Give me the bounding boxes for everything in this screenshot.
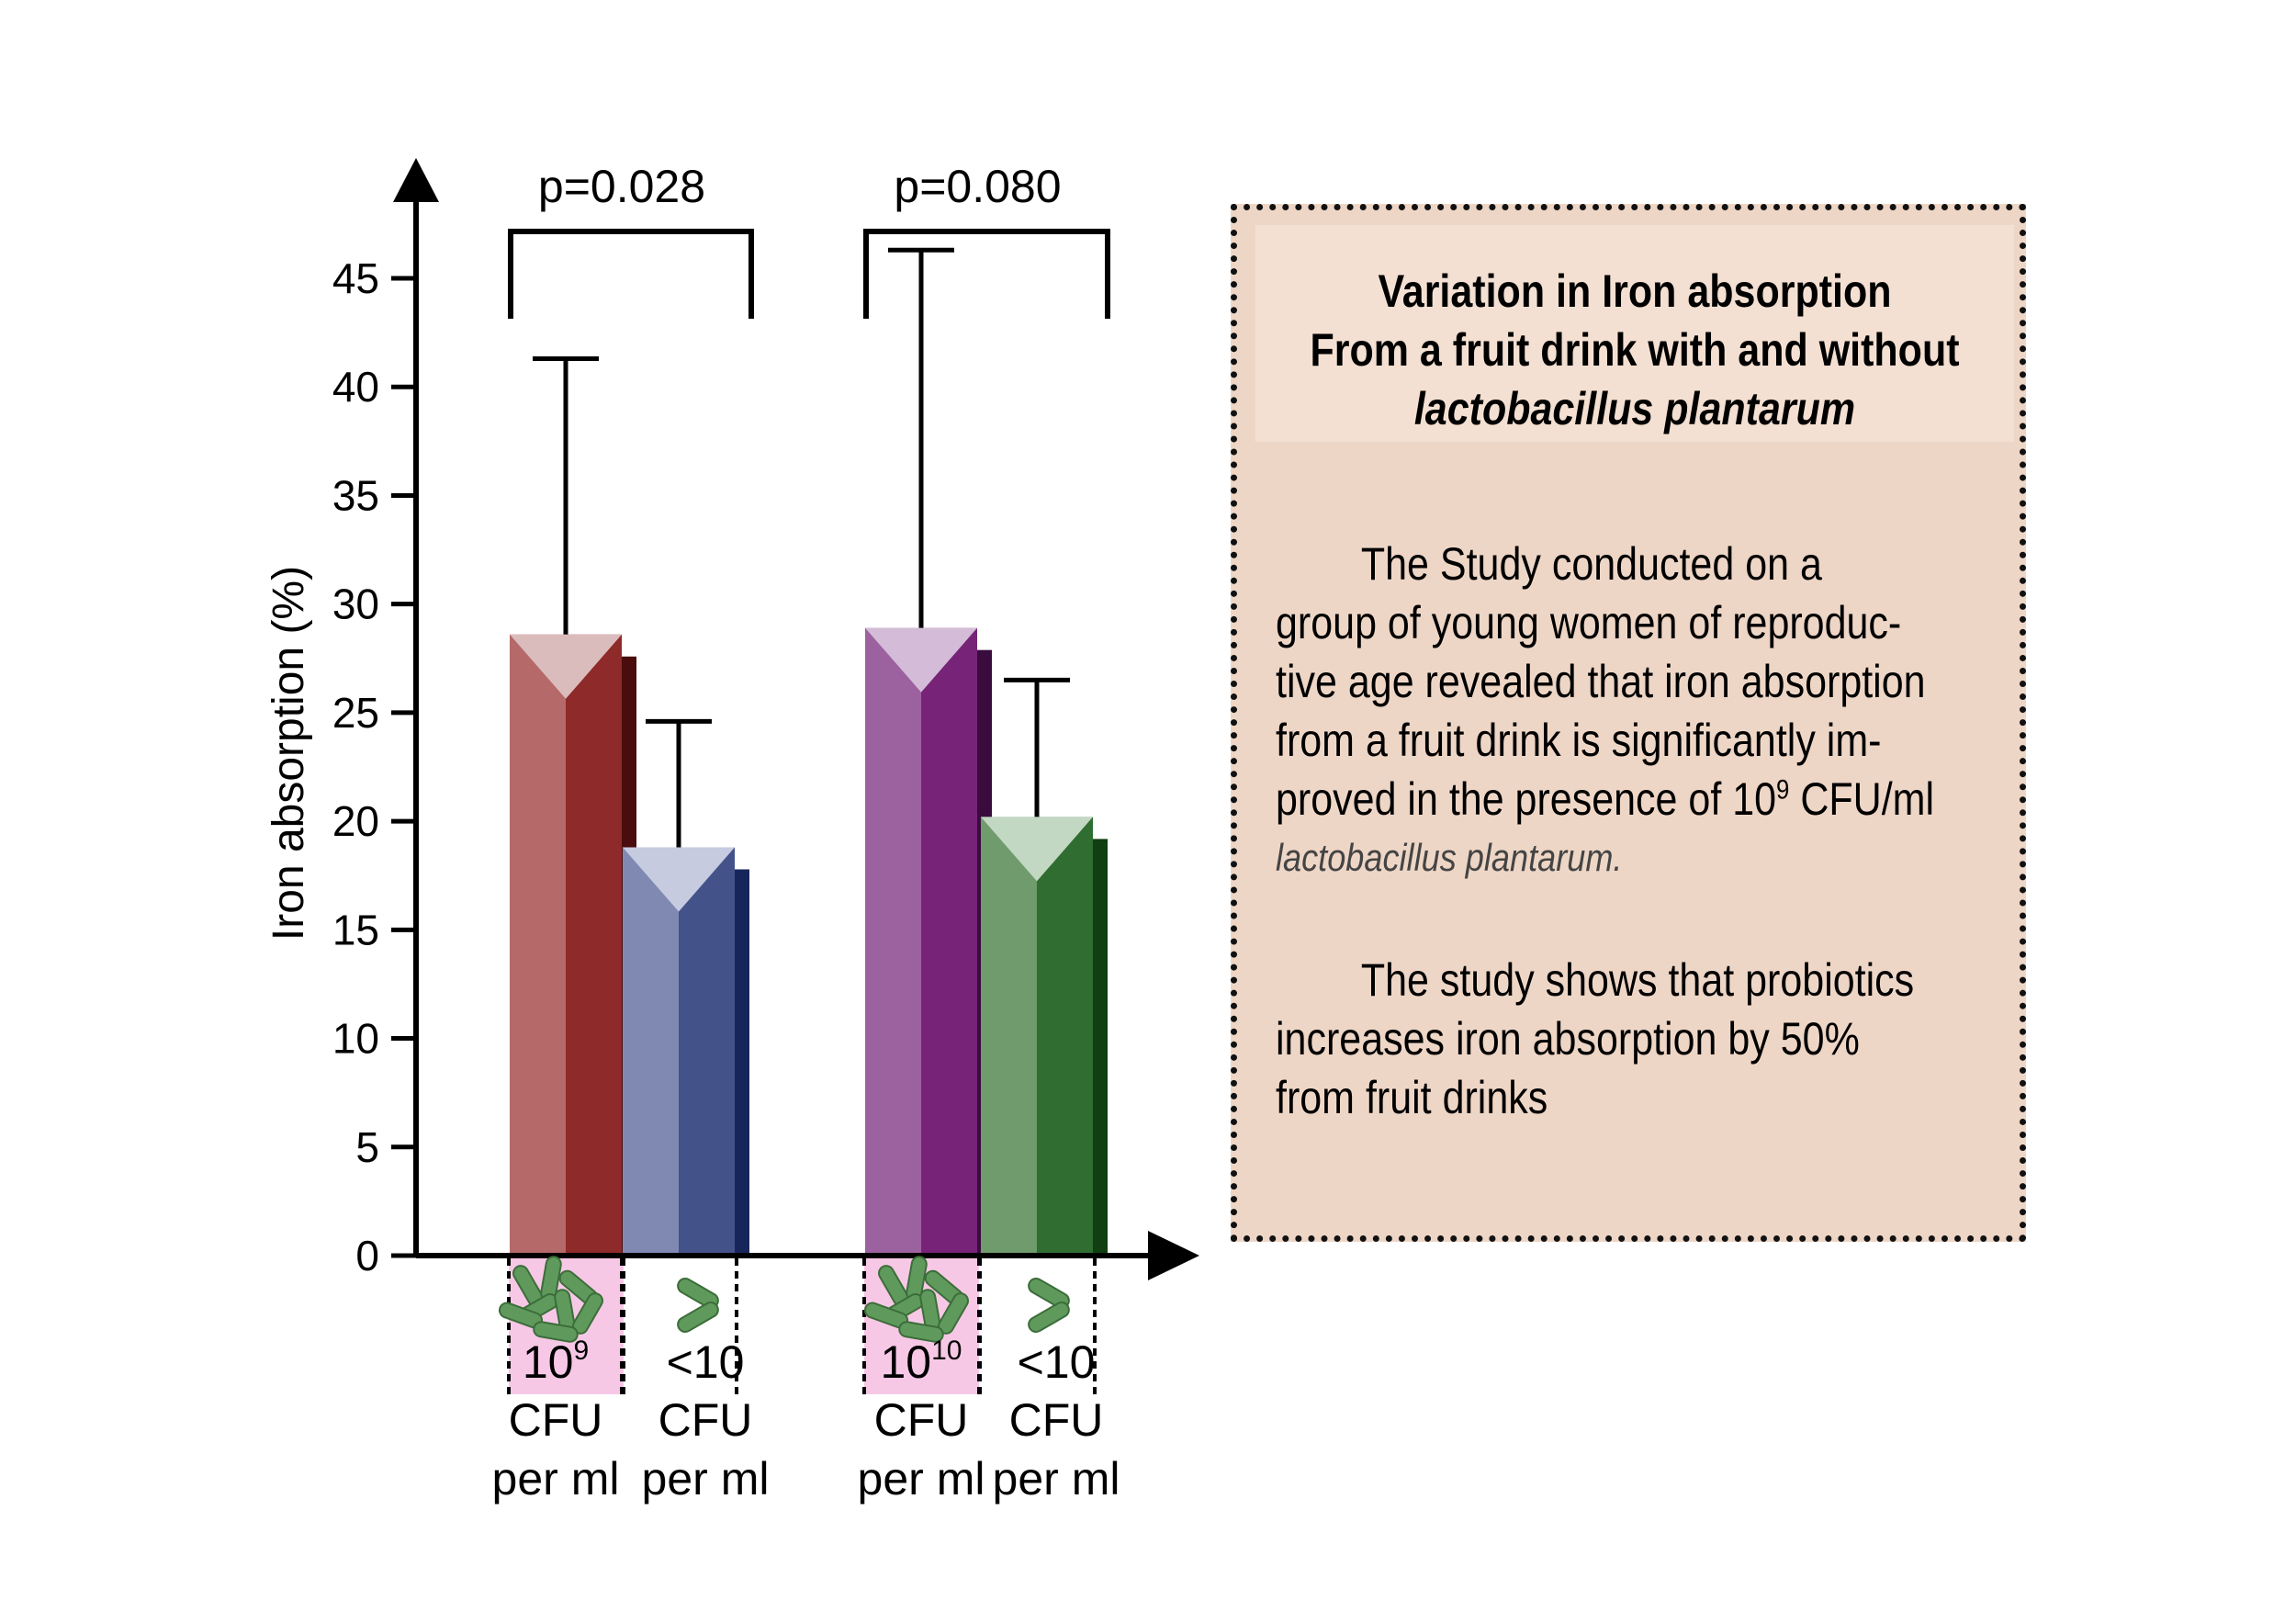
bacterium-rod [1028, 1302, 1070, 1333]
category-per-label: per ml [993, 1453, 1120, 1505]
bar-face-dark [921, 627, 977, 1256]
y-axis-arrow-icon [393, 158, 439, 202]
category-per-label: per ml [492, 1453, 620, 1505]
y-tick-label: 25 [332, 689, 379, 737]
p1-line-5-text: proved in the presence of 10 [1276, 773, 1777, 825]
y-tick-label: 20 [332, 797, 379, 845]
bar-cap [623, 847, 735, 912]
bacterium-rod [533, 1321, 579, 1343]
bar [865, 247, 992, 1256]
p-value-label: p=0.028 [538, 161, 705, 212]
bar-face-light [865, 627, 921, 1256]
many-bacteria-icon [863, 1256, 969, 1343]
info-title-line-1: Variation in Iron absorption [1378, 265, 1892, 317]
info-header: Variation in Iron absorption From a frui… [1255, 225, 2014, 442]
y-tick-label: 5 [355, 1123, 379, 1171]
category-unit-label: CFU [509, 1394, 603, 1446]
y-tick-label: 30 [332, 580, 379, 628]
p1-line-5: proved in the presence of 109 CFU/ml [1276, 770, 1934, 828]
p1-line-2: group of young women of reproduc- [1276, 597, 1902, 648]
bar-chart: 0 5 10 15 20 25 30 35 40 45 Iron absorption (%) p… [264, 158, 1199, 1505]
x-category: 1010 CFU per ml [858, 1256, 985, 1505]
p1-line-1: The Study conducted on a [1360, 538, 1822, 590]
bacterium-rod [677, 1302, 719, 1333]
info-title-line-2: From a fruit drink with and without [1310, 324, 1960, 376]
p2-line-2: increases iron absorption by 50% [1276, 1013, 1860, 1065]
few-bacteria-icon [1028, 1278, 1070, 1333]
bar-shadow [735, 869, 749, 1256]
bar-face-light [981, 817, 1037, 1256]
category-count-exponent: 10 [931, 1336, 962, 1366]
x-axis-arrow-icon [1148, 1231, 1199, 1280]
bar-face-dark [566, 634, 622, 1256]
bacterium-rod [677, 1278, 719, 1309]
info-paragraph-1: The Study conducted on a group of young … [1276, 535, 2042, 887]
bar [623, 718, 749, 1256]
category-count-base: 10 [881, 1336, 932, 1388]
category-count-base: <10 [667, 1336, 745, 1388]
y-tick-label: 15 [332, 906, 379, 953]
p2-line-1: The study shows that probiotics [1360, 954, 1915, 1006]
category-per-label: per ml [858, 1453, 985, 1505]
y-tick-label: 45 [332, 254, 379, 302]
bar-cap [981, 817, 1093, 882]
p1-line-5-unit: CFU/ml [1789, 773, 1935, 825]
p1-line-6-species: lactobacillus plantarum. [1276, 836, 1623, 879]
x-category: <10 CFU per ml [620, 1258, 770, 1505]
y-tick-label: 40 [332, 363, 379, 411]
category-count-label: <10 [1018, 1336, 1096, 1388]
x-category: 109 CFU per ml [492, 1256, 625, 1505]
category-unit-label: CFU [874, 1394, 969, 1446]
p1-line-5-superscript: 9 [1776, 774, 1790, 806]
significance-bracket [508, 229, 754, 319]
bacterium-rod [898, 1321, 944, 1343]
bar-cap [865, 627, 977, 693]
bar [981, 677, 1108, 1256]
y-tick-label: 35 [332, 471, 379, 519]
category-count-label: <10 [667, 1336, 745, 1388]
many-bacteria-icon [498, 1256, 603, 1343]
bar-shadow [1093, 839, 1108, 1256]
category-count-base: <10 [1018, 1336, 1096, 1388]
p2-line-3: from fruit drinks [1276, 1072, 1548, 1123]
category-count-label: 109 [523, 1336, 589, 1388]
bar-cap [510, 634, 622, 699]
category-unit-label: CFU [1009, 1394, 1104, 1446]
info-panel: Variation in Iron absorption From a frui… [1231, 204, 2026, 1242]
category-per-label: per ml [642, 1453, 770, 1505]
info-paragraph-2: The study shows that probiotics increase… [1276, 951, 2018, 1127]
category-count-label: 1010 [881, 1336, 962, 1388]
bar-face-dark [679, 847, 735, 1256]
x-category: <10 CFU per ml [978, 1258, 1120, 1505]
p1-line-3: tive age revealed that iron absorption [1276, 656, 1926, 707]
bar-face-light [623, 847, 679, 1256]
bar-face-dark [1037, 817, 1093, 1256]
category-count-base: 10 [523, 1336, 574, 1388]
info-title-line-3: lactobacillus plantarum [1413, 383, 1856, 434]
bar-face-light [510, 634, 566, 1256]
bar [510, 355, 636, 1256]
y-tick-label: 10 [332, 1015, 379, 1063]
category-unit-label: CFU [658, 1394, 753, 1446]
category-count-exponent: 9 [573, 1336, 589, 1366]
few-bacteria-icon [677, 1278, 719, 1333]
y-tick-label: 0 [355, 1232, 379, 1279]
p1-line-4: from a fruit drink is significantly im- [1276, 715, 1882, 766]
significance-bracket [863, 229, 1110, 319]
bacterium-rod [1028, 1278, 1070, 1309]
y-axis-title: Iron absorption (%) [264, 566, 313, 941]
p-value-label: p=0.080 [894, 161, 1061, 212]
